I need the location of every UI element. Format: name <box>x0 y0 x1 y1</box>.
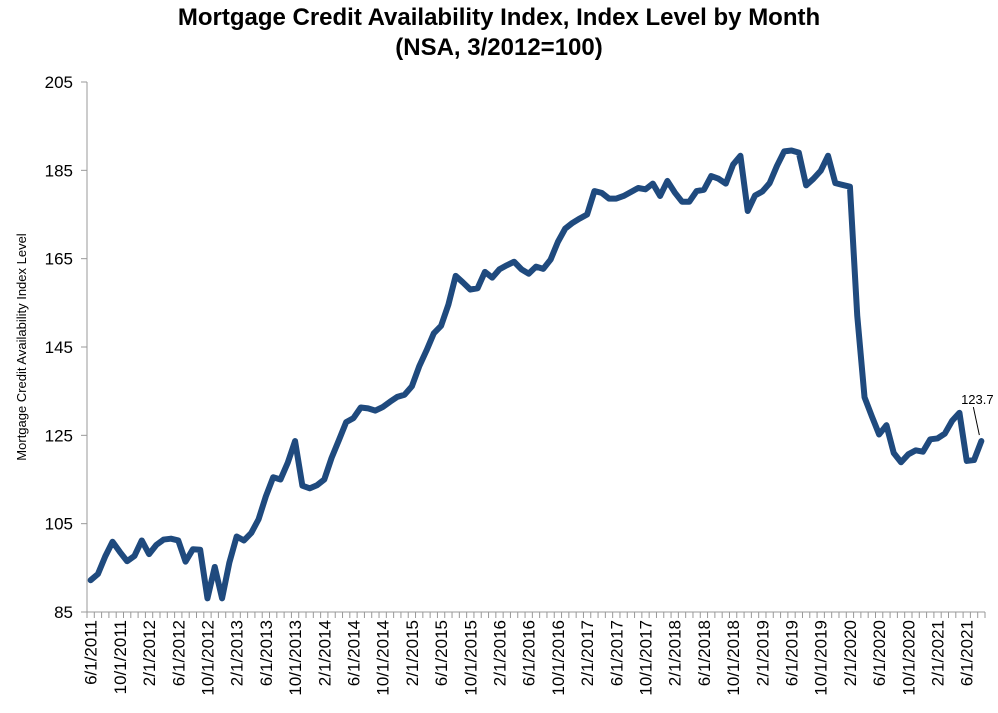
x-tick-label: 10/1/2011 <box>111 620 130 694</box>
chart-title: Mortgage Credit Availability Index, Inde… <box>177 4 821 31</box>
y-tick-label: 205 <box>45 73 73 92</box>
series-line <box>87 147 985 602</box>
x-tick-label: 10/1/2012 <box>198 620 217 696</box>
x-tick-label: 6/1/2018 <box>695 620 714 686</box>
x-tick-label: 6/1/2019 <box>783 620 802 686</box>
x-tick-label: 10/1/2013 <box>286 620 305 696</box>
chart-subtitle: (NSA, 3/2012=100) <box>395 34 603 61</box>
annotations: 123.7 <box>961 392 994 436</box>
x-tick-label: 6/1/2011 <box>82 620 101 685</box>
x-tick-label: 6/1/2013 <box>257 620 276 686</box>
x-tick-label: 6/1/2021 <box>958 620 977 686</box>
x-tick-label: 6/1/2014 <box>344 620 363 686</box>
x-tick-label: 2/1/2014 <box>315 620 334 686</box>
y-tick-label: 145 <box>45 338 73 357</box>
x-tick-label: 2/1/2017 <box>578 620 597 686</box>
x-tick-label: 6/1/2020 <box>870 620 889 686</box>
x-tick-label: 10/1/2016 <box>549 620 568 696</box>
y-axis-ticks: 85 105 125 145 165 185 205 <box>45 73 87 622</box>
x-tick-label: 2/1/2013 <box>228 620 247 686</box>
x-tick-label: 10/1/2018 <box>724 620 743 696</box>
x-tick-label: 2/1/2018 <box>666 620 685 686</box>
x-tick-label: 2/1/2021 <box>929 620 948 686</box>
x-tick-label: 10/1/2020 <box>899 620 918 696</box>
data-label-leader <box>972 406 980 436</box>
x-tick-label: 10/1/2015 <box>461 620 480 696</box>
x-tick-label: 10/1/2019 <box>812 620 831 696</box>
x-tick-label: 2/1/2020 <box>841 620 860 686</box>
x-tick-label: 2/1/2015 <box>403 620 422 686</box>
x-tick-label: 6/1/2015 <box>432 620 451 686</box>
y-tick-label: 85 <box>54 603 73 622</box>
x-tick-label: 2/1/2012 <box>140 620 159 686</box>
x-tick-label: 6/1/2012 <box>169 620 188 686</box>
x-tick-label: 10/1/2017 <box>637 620 656 696</box>
series-group <box>87 147 985 602</box>
x-axis-ticks: 6/1/2011 10/1/2011 2/1/2012 6/1/2012 10/1/20… <box>82 612 986 696</box>
axes <box>86 82 985 613</box>
y-tick-label: 105 <box>45 515 73 534</box>
y-tick-label: 165 <box>45 250 73 269</box>
y-tick-label: 185 <box>45 161 73 180</box>
x-tick-label: 10/1/2014 <box>374 620 393 696</box>
x-tick-label: 6/1/2017 <box>607 620 626 686</box>
y-axis-label: Mortgage Credit Availability Index Level <box>14 233 29 460</box>
data-label: 123.7 <box>961 392 994 407</box>
x-tick-label: 6/1/2016 <box>520 620 539 686</box>
x-tick-label: 2/1/2019 <box>753 620 772 686</box>
y-tick-label: 125 <box>45 426 73 445</box>
x-tick-label: 2/1/2016 <box>490 620 509 686</box>
